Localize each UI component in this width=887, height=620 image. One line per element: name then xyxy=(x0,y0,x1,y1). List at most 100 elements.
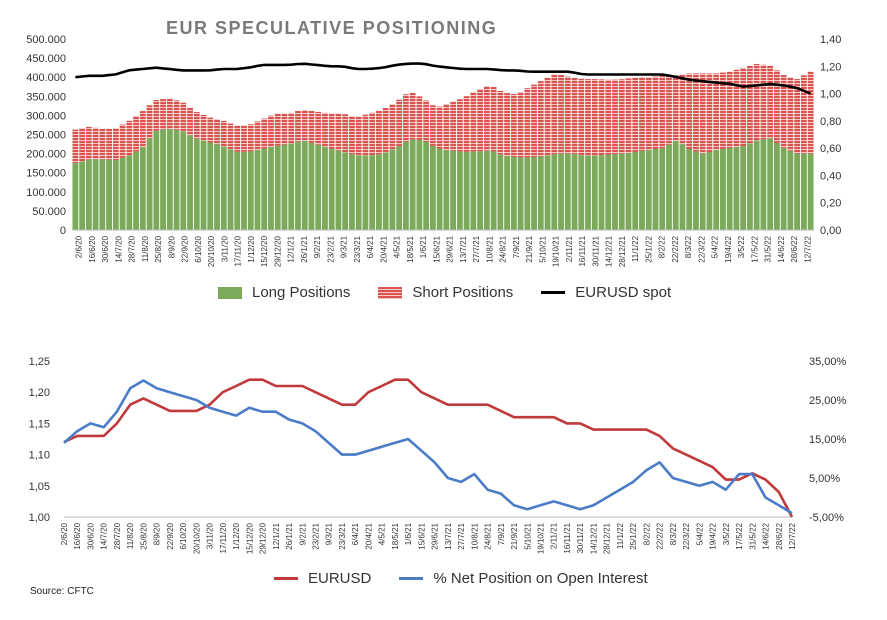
y-left-tick-label: 1,15 xyxy=(29,418,50,430)
long-bar xyxy=(153,130,160,230)
long-bar xyxy=(193,138,200,230)
y-left-tick-label: 1,25 xyxy=(29,356,50,368)
x-tick-label: 22/3/22 xyxy=(697,235,706,262)
long-bar xyxy=(477,151,484,230)
short-bar xyxy=(807,71,814,154)
x-tick-label: 6/4/21 xyxy=(366,235,375,258)
net-position-line xyxy=(63,379,793,515)
x-tick-label: 12/1/21 xyxy=(272,522,281,549)
x-tick-label: 12/7/22 xyxy=(788,522,797,549)
long-bar xyxy=(207,142,214,230)
x-tick-label: 30/11/21 xyxy=(591,235,600,266)
short-bar xyxy=(133,115,139,152)
short-bar xyxy=(659,75,666,149)
x-tick-label: 16/11/21 xyxy=(578,235,587,266)
x-tick-label: 19/4/22 xyxy=(709,522,718,549)
long-bar xyxy=(443,149,450,230)
long-bar xyxy=(517,157,524,230)
y-left-tick-label: 100.000 xyxy=(26,187,66,199)
short-bar xyxy=(112,128,119,160)
long-bar xyxy=(578,155,585,230)
x-tick-label: 19/10/21 xyxy=(537,522,546,554)
x-tick-label: 10/8/21 xyxy=(470,522,479,549)
x-tick-label: 27/7/21 xyxy=(472,235,481,262)
x-tick-label: 30/11/21 xyxy=(576,522,585,553)
x-tick-label: 3/11/20 xyxy=(220,235,229,262)
y-right-tick-label: 0,40 xyxy=(820,170,841,182)
long-bar xyxy=(497,154,504,230)
short-bar xyxy=(625,78,632,153)
short-bar xyxy=(301,109,308,141)
long-bar xyxy=(180,131,187,230)
short-bar xyxy=(139,111,146,148)
long-bar xyxy=(166,128,173,230)
x-tick-label: 11/8/20 xyxy=(126,522,135,549)
y-left-tick-label: 50.000 xyxy=(32,206,66,218)
long-bar xyxy=(693,151,699,230)
long-bar xyxy=(146,138,153,230)
long-bar xyxy=(328,148,335,230)
x-tick-label: 18/5/21 xyxy=(391,522,400,549)
y-left-tick-label: 200.000 xyxy=(26,149,66,161)
x-tick-label: 2/11/21 xyxy=(550,522,559,549)
x-tick-label: 4/5/21 xyxy=(378,522,387,545)
short-bar xyxy=(288,112,295,144)
x-tick-label: 20/4/21 xyxy=(379,235,388,262)
long-bar xyxy=(706,151,713,230)
short-bar xyxy=(800,75,807,154)
x-tick-label: 9/3/21 xyxy=(325,522,334,545)
legend-item-spot: EURUSD spot xyxy=(541,284,671,301)
short-bar xyxy=(632,77,639,152)
long-bar xyxy=(139,147,146,230)
short-bar xyxy=(666,75,672,145)
short-bar xyxy=(261,118,268,149)
x-tick-label: 5/4/22 xyxy=(695,522,704,545)
positioning-chart: 0 50.000 100.000 150.000 200.000 250.000 300.0… xyxy=(26,34,841,267)
short-bar xyxy=(747,65,753,144)
long-bar xyxy=(349,154,355,230)
x-tick-label: 7/9/21 xyxy=(512,235,521,258)
x-tick-label: 16/6/20 xyxy=(88,235,97,262)
long-bar xyxy=(470,151,477,230)
x-tick-label: 23/3/21 xyxy=(353,235,362,262)
short-bar xyxy=(193,112,200,139)
x-tick-label: 5/10/21 xyxy=(538,235,547,262)
spot-swatch xyxy=(541,291,566,294)
short-bar xyxy=(558,74,564,154)
long-bar xyxy=(342,152,349,230)
long-bar xyxy=(605,154,612,230)
long-bar xyxy=(160,129,166,230)
long-bar xyxy=(747,143,753,230)
x-tick-label: 1/12/20 xyxy=(247,235,256,262)
x-tick-label: 14/7/20 xyxy=(114,235,123,262)
x-tick-label: 20/4/21 xyxy=(364,522,373,549)
long-bar xyxy=(551,154,558,230)
x-tick-label: 1/6/21 xyxy=(404,522,413,545)
x-tick-label: 8/3/22 xyxy=(669,522,678,545)
long-bar xyxy=(308,142,315,230)
y-left-tick-label: 450.000 xyxy=(26,53,66,65)
long-bar xyxy=(679,144,686,230)
short-bar xyxy=(753,63,760,141)
long-bar xyxy=(699,153,706,230)
long-bar xyxy=(362,155,369,230)
long-bar xyxy=(288,143,295,230)
short-bar xyxy=(679,74,686,145)
short-bar xyxy=(605,79,612,155)
short-bar xyxy=(247,124,254,152)
long-bar xyxy=(355,155,362,230)
short-bar xyxy=(79,128,86,162)
long-bar xyxy=(558,153,564,230)
short-bar xyxy=(254,121,261,151)
x-tick-label: 14/12/21 xyxy=(590,522,599,554)
x-tick-label: 28/7/20 xyxy=(113,522,122,549)
long-bar xyxy=(402,141,409,230)
short-bar xyxy=(85,126,92,160)
x-tick-label: 3/11/20 xyxy=(206,522,215,549)
short-bar xyxy=(497,90,504,155)
short-bar xyxy=(429,105,436,146)
x-tick-label: 15/6/21 xyxy=(432,235,441,262)
short-bar xyxy=(551,74,558,155)
short-bar xyxy=(639,77,645,151)
short-bar xyxy=(598,79,605,156)
